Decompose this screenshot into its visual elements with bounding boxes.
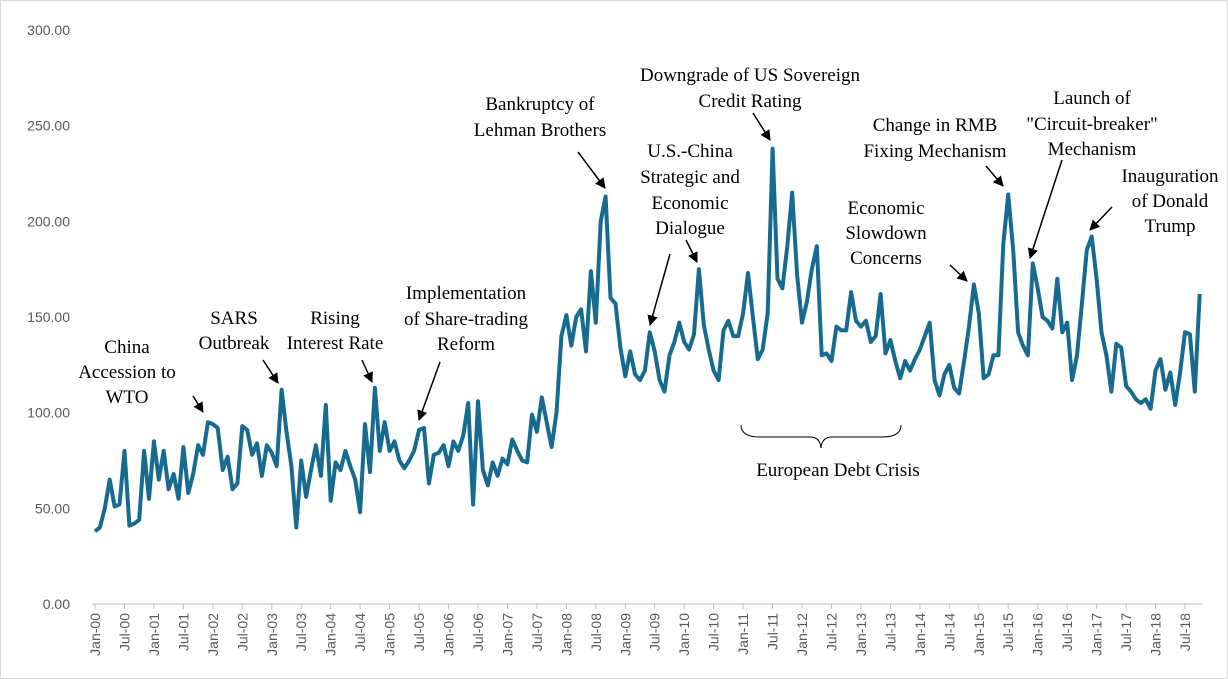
annotation: Bankruptcy of [485, 94, 595, 115]
arrow [752, 112, 771, 141]
arrow [192, 395, 204, 413]
y-tick-label: 300.00 [27, 22, 70, 38]
annotation: of Share-trading [404, 309, 528, 330]
annotation: Credit Rating [699, 91, 802, 112]
x-tick-label: Jan-10 [676, 613, 692, 656]
x-tick-label: Jan-03 [264, 613, 280, 656]
annotation: Slowdown [845, 223, 927, 244]
x-tick-label: Jan-09 [617, 613, 633, 656]
arrow [949, 264, 968, 282]
annotation: Reform [437, 334, 495, 355]
annotation: Launch of [1053, 88, 1131, 109]
annotation: Economic [847, 198, 924, 219]
arrow [577, 151, 606, 189]
annotation: Implementation [406, 283, 527, 304]
x-tick-label: Jul-18 [1177, 613, 1193, 651]
x-tick-label: Jan-00 [87, 613, 103, 656]
x-tick-label: Jan-13 [853, 613, 869, 656]
y-tick-label: 50.00 [35, 500, 70, 516]
x-tick-label: Jan-18 [1148, 613, 1164, 656]
annotation: Accession to [78, 362, 176, 383]
arrow [417, 361, 441, 421]
annotation: European Debt Crisis [756, 460, 920, 481]
y-tick-label: 200.00 [27, 213, 70, 229]
x-tick-label: Jan-08 [558, 613, 574, 656]
x-tick-label: Jan-14 [912, 613, 928, 656]
x-tick-label: Jul-04 [352, 613, 368, 651]
x-tick-label: Jul-07 [529, 613, 545, 651]
arrow [647, 253, 671, 327]
annotation: Lehman Brothers [474, 120, 606, 141]
annotation: of Donald [1132, 191, 1209, 212]
arrow [1089, 206, 1113, 231]
annotation: Strategic and [640, 167, 740, 188]
y-tick-label: 100.00 [27, 405, 70, 421]
x-tick-label: Jul-00 [116, 613, 132, 651]
annotation: "Circuit-breaker" [1026, 114, 1158, 135]
x-tick-label: Jul-11 [765, 613, 781, 650]
x-tick-label: Jan-17 [1089, 613, 1105, 656]
annotation: Inauguration [1121, 166, 1219, 187]
arrow [262, 359, 279, 384]
annotation: U.S.-China [647, 141, 733, 162]
annotation: Rising [310, 308, 360, 329]
y-tick-label: 250.00 [27, 118, 70, 134]
annotation: Change in RMB [873, 115, 998, 136]
x-tick-label: Jan-07 [499, 613, 515, 656]
arrow [985, 165, 1004, 187]
annotation: SARS [210, 308, 258, 329]
x-tick-label: Jan-06 [441, 613, 457, 656]
annotation: WTO [106, 387, 149, 408]
annotation: Trump [1144, 216, 1195, 237]
x-tick-label: Jan-15 [971, 613, 987, 656]
x-tick-label: Jul-15 [1000, 613, 1016, 651]
x-tick-label: Jul-01 [175, 613, 191, 651]
arrow [1027, 159, 1063, 259]
annotation: Downgrade of US Sovereign [640, 65, 861, 86]
x-tick-label: Jul-10 [706, 613, 722, 651]
x-tick-label: Jan-01 [146, 613, 162, 656]
x-tick-label: Jan-11 [735, 613, 751, 655]
annotation: Dialogue [655, 218, 725, 239]
x-tick-label: Jul-02 [234, 613, 250, 651]
arrow [361, 359, 373, 383]
x-tick-label: Jul-14 [941, 613, 957, 651]
x-tick-label: Jul-03 [293, 613, 309, 651]
x-tick-label: Jan-12 [794, 613, 810, 656]
annotation: Mechanism [1048, 139, 1137, 160]
y-tick-label: 150.00 [27, 309, 70, 325]
data-line [93, 146, 1202, 533]
annotation: Outbreak [199, 333, 270, 354]
x-tick-label: Jan-16 [1030, 613, 1046, 656]
x-tick-label: Jan-02 [205, 613, 221, 656]
x-tick-label: Jul-12 [823, 613, 839, 651]
x-tick-label: Jul-08 [588, 613, 604, 651]
x-tick-label: Jul-06 [470, 613, 486, 651]
y-tick-label: 0.00 [43, 596, 70, 612]
annotation: Economic [651, 193, 728, 214]
x-tick-label: Jul-16 [1059, 613, 1075, 651]
annotation: Fixing Mechanism [863, 141, 1006, 162]
annotation: China [104, 337, 150, 358]
x-tick-label: Jul-09 [647, 613, 663, 651]
brace [740, 424, 902, 449]
x-tick-label: Jul-13 [882, 613, 898, 651]
arrow [685, 239, 698, 263]
x-tick-label: Jan-04 [323, 613, 339, 656]
x-tick-label: Jan-05 [382, 613, 398, 656]
annotation: Interest Rate [287, 333, 384, 354]
x-tick-label: Jul-05 [411, 613, 427, 651]
annotation: Concerns [850, 248, 922, 269]
x-tick-label: Jul-17 [1118, 613, 1134, 651]
